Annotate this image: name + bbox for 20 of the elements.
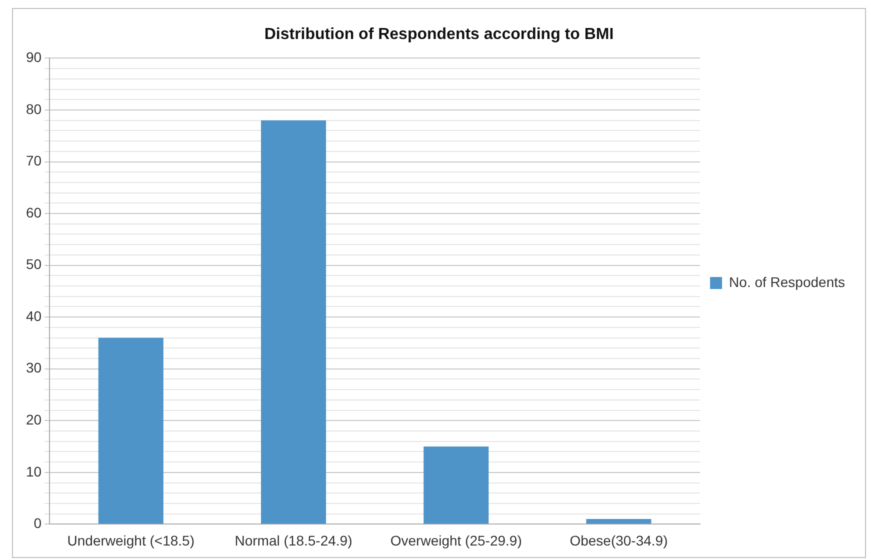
chart-title: Distribution of Respondents according to BMI [264,26,614,44]
y-tick-label: 40 [26,308,42,324]
bar [260,120,326,524]
y-tick-label: 0 [34,515,42,532]
y-tick-label: 80 [26,100,42,117]
y-tick-label: 10 [26,463,42,480]
bar [98,338,164,524]
x-tick-label: Normal (18.5-24.9) [234,532,352,548]
y-tick-label: 30 [26,360,42,376]
legend-label: No. of Respodents [729,274,846,290]
y-tick-label: 60 [26,204,42,220]
y-tick-label: 90 [26,49,42,66]
bar [586,519,652,524]
bar [424,446,489,524]
x-tick-label: Overweight (25-29.9) [390,532,522,548]
y-tick-label: 20 [26,412,42,428]
x-tick-label: Underweight (<18.5) [67,532,195,548]
y-tick-label: 50 [26,256,42,272]
y-tick-label: 70 [26,152,42,169]
x-tick-label: Obese(30-34.9) [570,532,668,548]
